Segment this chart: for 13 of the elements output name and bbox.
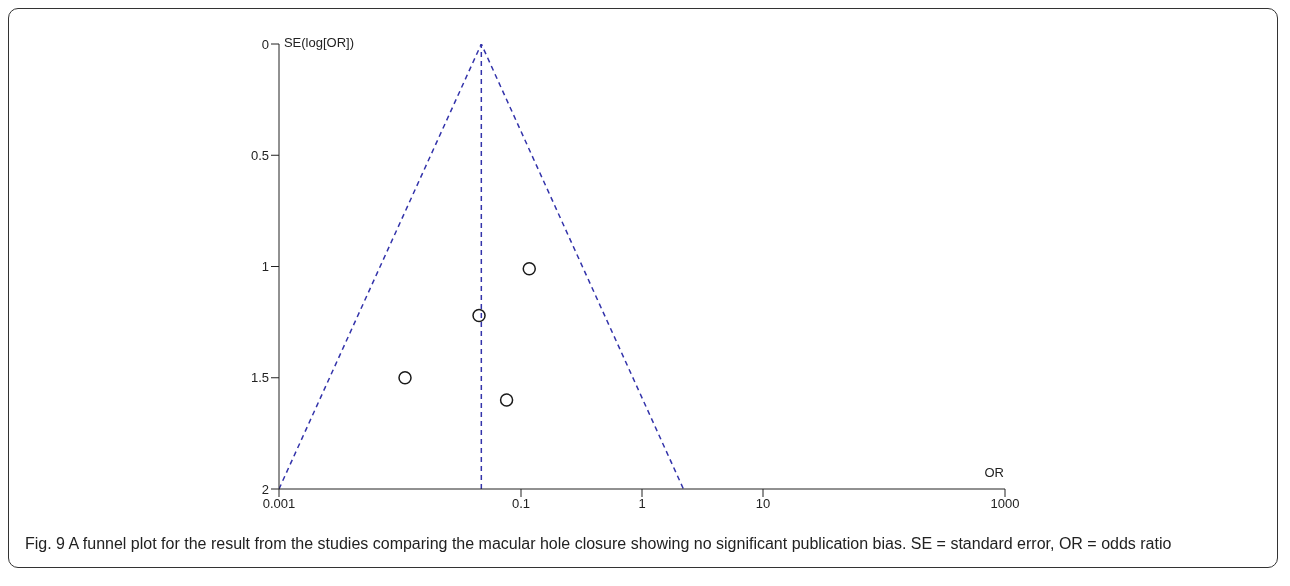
x-tick-label: 10 bbox=[755, 496, 771, 512]
y-tick-label: 2 bbox=[261, 481, 269, 497]
y-tick-label: 1 bbox=[261, 259, 269, 275]
caption: Fig. 9 A funnel plot for the result from the studies comparing the macular hole closure showing no significant publication bias. SE = standard error, OR = odds ratio bbox=[25, 534, 1173, 554]
x-tick-label: 1000 bbox=[990, 496, 1020, 512]
x-axis-title: OR bbox=[984, 465, 1004, 481]
x-tick-label: 0.001 bbox=[262, 496, 296, 512]
y-axis-title: SE(log[OR]) bbox=[283, 35, 355, 50]
y-tick-label: 0.5 bbox=[250, 147, 269, 163]
y-tick-label: 0 bbox=[261, 36, 269, 52]
y-tick-label: 1.5 bbox=[250, 370, 269, 386]
x-tick-label: 0.1 bbox=[511, 496, 531, 512]
x-tick-label: 1 bbox=[638, 496, 646, 512]
